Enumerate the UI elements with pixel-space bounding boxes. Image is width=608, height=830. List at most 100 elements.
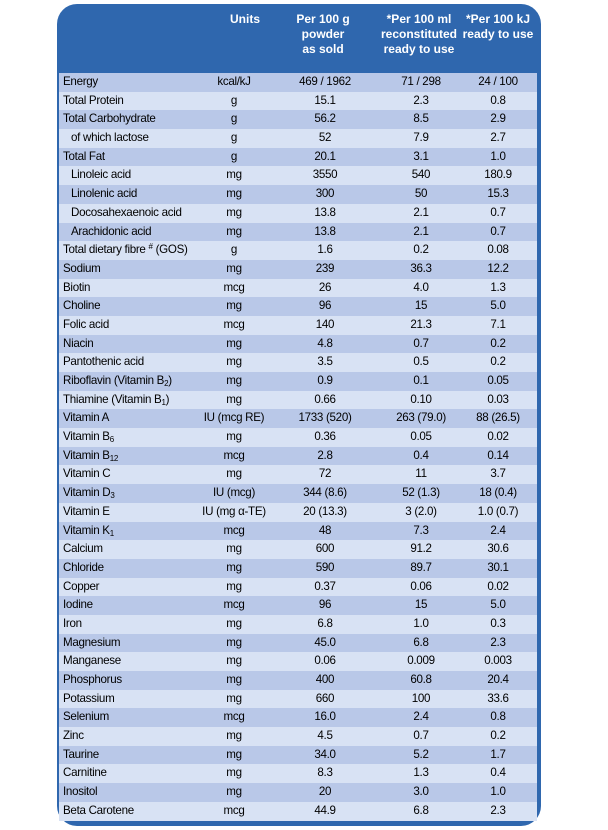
per-100ml-cell: 7.3 — [413, 523, 429, 537]
table-row: Riboflavin (Vitamin B2) mg 0.9 0.1 0.05 — [59, 372, 537, 391]
per-100kj-cell: 5.0 — [490, 598, 506, 612]
per-100g-cell: 590 — [315, 560, 335, 574]
table-row: of which lactose g 52 7.9 2.7 — [59, 129, 537, 148]
unit-cell: mg — [226, 673, 242, 686]
nutrient-name: Choline — [63, 299, 101, 313]
unit-cell: mg — [226, 467, 242, 481]
nutrient-name: of which lactose — [71, 131, 149, 145]
per-100kj-cell: 0.14 — [487, 448, 509, 462]
per-100g-cell: 660 — [315, 691, 335, 705]
table-row: Linoleic acid mg 3550 540 180.9 — [59, 166, 537, 186]
unit-cell: mg — [226, 579, 242, 593]
per-100kj-cell: 0.08 — [487, 243, 509, 257]
table-row: Vitamin E IU (mg α-TE) 20 (13.3) 3 (2.0) 1.0… — [59, 502, 537, 522]
unit-cell: mg — [226, 635, 242, 649]
unit-cell: mg — [226, 616, 242, 630]
table-row: Copper mg 0.37 0.06 0.02 — [59, 577, 537, 597]
per-100g-cell: 20.1 — [314, 149, 336, 163]
per-100g-cell: 13.8 — [314, 224, 336, 238]
unit-cell: mg — [226, 747, 242, 761]
unit-cell: kcal/kJ — [217, 75, 251, 88]
per-100kj-cell: 0.7 — [490, 205, 506, 219]
per-100ml-cell: 36.3 — [410, 261, 432, 275]
per-100kj-cell: 1.0 (0.7) — [477, 504, 519, 518]
per-100ml-cell: 0.009 — [407, 654, 435, 668]
unit-cell: mg — [226, 168, 242, 182]
table-row: Vitamin A IU (mcg RE) 1733 (520) 263 (79.0)… — [59, 409, 537, 429]
per-100g-cell: 3550 — [312, 168, 338, 182]
per-100g-cell: 239 — [315, 261, 335, 275]
table-row: Chloride mg 590 89.7 30.1 — [59, 558, 537, 578]
per-100kj-cell: 0.8 — [490, 93, 506, 107]
per-100g-cell: 600 — [315, 542, 335, 556]
per-100kj-cell: 1.7 — [490, 747, 506, 761]
per-100g-cell: 15.1 — [314, 93, 336, 107]
table-row: Linolenic acid mg 300 50 15.3 — [59, 185, 537, 204]
per-100kj-cell: 7.1 — [490, 317, 506, 331]
per-100ml-cell: 6.8 — [413, 803, 429, 817]
header-line: reconstituted — [380, 27, 457, 41]
per-100kj-cell: 2.4 — [490, 523, 506, 537]
per-100kj-cell: 0.3 — [490, 616, 506, 630]
per-100ml-cell: 2.1 — [413, 224, 429, 238]
header-line: *Per 100 ml — [386, 12, 452, 26]
table-row: Selenium mcg 16.0 2.4 0.8 — [59, 708, 537, 728]
per-100ml-cell: 21.3 — [410, 317, 432, 331]
unit-cell: mg — [226, 785, 242, 799]
per-100g-cell: 96 — [318, 598, 332, 612]
per-100g-cell: 72 — [318, 467, 332, 481]
per-100ml-cell: 0.5 — [413, 355, 429, 369]
nutrient-name: Vitamin B6 — [63, 430, 114, 445]
table-row: Beta Carotene mcg 44.9 6.8 2.3 — [59, 801, 537, 821]
nutrient-name: Vitamin E — [63, 504, 110, 518]
per-100kj-cell: 2.3 — [490, 635, 506, 649]
unit-cell: IU (mg α-TE) — [202, 504, 266, 518]
unit-cell: IU (mcg RE) — [203, 411, 265, 425]
nutrient-name: Energy — [63, 75, 98, 88]
table-row: Niacin mg 4.8 0.7 0.2 — [59, 334, 537, 354]
per-100kj-cell: 30.6 — [487, 542, 509, 556]
per-100kj-cell: 1.0 — [490, 149, 506, 163]
table-row: Arachidonic acid mg 13.8 2.1 0.7 — [59, 222, 537, 242]
unit-cell: mg — [226, 560, 242, 574]
per-100ml-cell: 263 (79.0) — [396, 411, 446, 425]
per-100kj-cell: 5.0 — [490, 299, 506, 313]
nutrient-name: Total dietary fibre # (GOS) — [63, 242, 188, 257]
nutrient-name: Vitamin C — [63, 467, 111, 481]
unit-cell: mcg — [223, 280, 245, 294]
per-100ml-cell: 52 (1.3) — [402, 486, 440, 500]
per-100kj-cell: 0.02 — [487, 430, 509, 444]
per-100g-cell: 0.66 — [314, 392, 336, 406]
unit-cell: mg — [226, 654, 242, 668]
per-100g-cell: 52 — [318, 131, 332, 145]
header-per-100ml: *Per 100 ml reconstituted ready to use — [371, 12, 467, 57]
per-100g-cell: 0.9 — [317, 374, 333, 387]
per-100ml-cell: 7.9 — [413, 131, 429, 145]
per-100ml-cell: 0.7 — [413, 336, 429, 350]
per-100g-cell: 0.36 — [314, 430, 336, 444]
per-100ml-cell: 89.7 — [410, 560, 432, 574]
per-100kj-cell: 0.003 — [484, 654, 512, 668]
unit-cell: mcg — [223, 710, 245, 724]
per-100g-cell: 20 (13.3) — [303, 504, 347, 518]
table-row: Vitamin K1 mcg 48 7.3 2.4 — [59, 521, 537, 541]
per-100ml-cell: 2.1 — [413, 205, 429, 219]
table-row: Calcium mg 600 91.2 30.6 — [59, 540, 537, 559]
table-row: Docosahexaenoic acid mg 13.8 2.1 0.7 — [59, 203, 537, 223]
per-100kj-cell: 0.4 — [490, 766, 506, 780]
table-row: Vitamin C mg 72 11 3.7 — [59, 465, 537, 485]
nutrient-name: Iodine — [63, 598, 93, 612]
unit-cell: g — [230, 149, 238, 163]
per-100g-cell: 13.8 — [314, 205, 336, 219]
unit-cell: mg — [226, 691, 242, 705]
unit-cell: mg — [226, 224, 242, 238]
per-100ml-cell: 540 — [411, 168, 431, 182]
per-100g-cell: 469 / 1962 — [299, 75, 351, 88]
per-100ml-cell: 5.2 — [413, 747, 429, 761]
nutrient-name: Potassium — [63, 691, 115, 705]
unit-cell: mg — [226, 261, 242, 275]
nutrient-name: Zinc — [63, 729, 84, 743]
unit-cell: mcg — [223, 448, 245, 462]
table-row: Iodine mcg 96 15 5.0 — [59, 596, 537, 615]
table-row: Biotin mcg 26 4.0 1.3 — [59, 278, 537, 298]
